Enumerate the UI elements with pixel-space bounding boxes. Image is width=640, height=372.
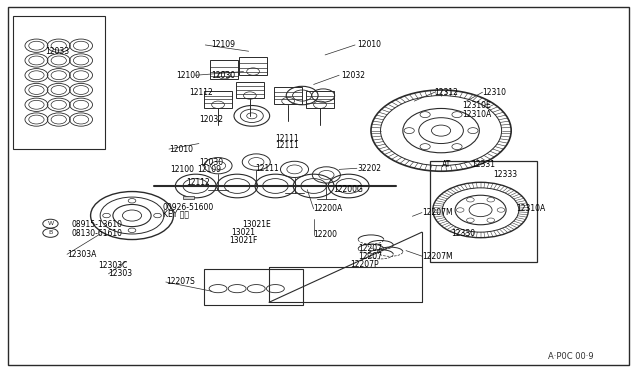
Bar — [306, 91, 334, 108]
Text: 12109: 12109 — [198, 165, 221, 174]
Text: 08915-13610: 08915-13610 — [72, 220, 122, 229]
Text: 12111: 12111 — [255, 164, 279, 173]
Text: 12111: 12111 — [275, 141, 299, 150]
Text: 12111: 12111 — [275, 134, 299, 142]
Bar — [236, 82, 264, 99]
Text: 12207M: 12207M — [422, 208, 452, 217]
Text: 12030: 12030 — [212, 71, 236, 80]
Text: 12207P: 12207P — [351, 260, 380, 269]
Text: 12330: 12330 — [451, 230, 476, 238]
Text: 12312: 12312 — [435, 88, 459, 97]
Text: 12207S: 12207S — [166, 278, 195, 286]
Text: 12109: 12109 — [212, 41, 236, 49]
Text: 12333: 12333 — [493, 170, 518, 179]
Text: 12303: 12303 — [108, 269, 132, 278]
Text: A·P0C 00·9: A·P0C 00·9 — [548, 352, 594, 361]
Text: 12310A: 12310A — [516, 203, 545, 213]
Text: 08130-61610: 08130-61610 — [72, 230, 122, 238]
Bar — [204, 91, 232, 108]
Text: 12032: 12032 — [199, 115, 223, 124]
Bar — [274, 87, 302, 104]
Text: B: B — [49, 230, 52, 235]
Text: 12033: 12033 — [45, 47, 69, 56]
Text: 12200: 12200 — [314, 230, 338, 239]
Bar — [204, 269, 303, 305]
Text: 00926-51600: 00926-51600 — [163, 203, 214, 212]
Text: 12200G: 12200G — [333, 185, 363, 194]
Text: 12310E: 12310E — [462, 101, 491, 110]
Text: 12112: 12112 — [189, 88, 213, 97]
Text: 32202: 32202 — [357, 164, 381, 173]
Text: 12100: 12100 — [177, 71, 200, 80]
Text: 12207: 12207 — [358, 251, 382, 261]
Text: 12010: 12010 — [357, 41, 381, 49]
Bar — [239, 57, 267, 75]
Bar — [13, 16, 105, 149]
Text: 12331: 12331 — [472, 160, 495, 169]
Text: 12112: 12112 — [186, 178, 210, 187]
Text: 12030: 12030 — [199, 157, 223, 167]
Text: 12010: 12010 — [169, 145, 193, 154]
Text: W: W — [47, 221, 54, 226]
Text: 12310A: 12310A — [462, 109, 492, 119]
Text: 12100: 12100 — [170, 165, 195, 174]
Text: 12303C: 12303C — [99, 261, 127, 270]
Text: KEY キー: KEY キー — [163, 209, 189, 218]
Bar — [183, 196, 195, 199]
Text: 13021F: 13021F — [230, 236, 258, 245]
Text: 12310: 12310 — [483, 88, 506, 97]
Text: AT: AT — [442, 160, 452, 169]
Text: 12207M: 12207M — [422, 251, 452, 261]
Bar — [211, 61, 239, 79]
Bar — [429, 161, 537, 262]
Text: 12032: 12032 — [341, 71, 365, 80]
Text: 12200A: 12200A — [314, 204, 343, 214]
Text: 12303A: 12303A — [67, 250, 97, 259]
Text: 12207: 12207 — [358, 244, 382, 253]
Text: 13021E: 13021E — [243, 220, 271, 229]
Text: 13021: 13021 — [231, 228, 255, 237]
